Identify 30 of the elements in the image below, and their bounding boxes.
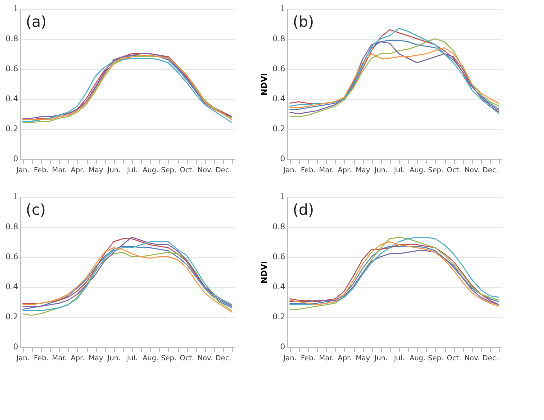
annotation: (b) [293, 13, 314, 31]
y-tick-label: 1 [280, 4, 286, 14]
y-tick-label: 0.6 [6, 252, 18, 262]
y-tick-label: 0.8 [6, 34, 18, 44]
annotation: (a) [26, 13, 47, 31]
y-tick-label: 0.6 [6, 64, 18, 74]
y-tick-label: 0 [280, 154, 286, 164]
y-tick-label: 1 [13, 4, 18, 14]
y-tick-label: 0.2 [6, 312, 18, 322]
y-tick-label: 0.6 [272, 252, 286, 262]
y-tick-label: 1 [13, 192, 18, 202]
y-tick-label: 0.8 [272, 34, 286, 44]
y-tick-label: 0.2 [272, 124, 286, 134]
y-tick-label: 0.2 [6, 124, 18, 134]
y-tick-label: 0.2 [272, 312, 286, 322]
annotation: (c) [26, 201, 46, 219]
y-tick-label: 0 [13, 154, 18, 164]
y-axis-title: NDVI [260, 261, 269, 284]
y-tick-label: 0.6 [272, 64, 286, 74]
y-tick-label: 0.4 [6, 282, 18, 292]
annotation: (d) [293, 201, 314, 219]
y-tick-label: 0.8 [6, 222, 18, 232]
y-tick-label: 0.4 [6, 94, 18, 104]
y-axis-title: NDVI [260, 73, 269, 96]
y-tick-label: 0.4 [272, 282, 286, 292]
y-tick-label: 0.8 [272, 222, 286, 232]
y-tick-label: 0 [280, 342, 286, 352]
y-tick-label: 0 [13, 342, 18, 352]
y-tick-label: 1 [280, 192, 286, 202]
y-tick-label: 0.4 [272, 94, 286, 104]
